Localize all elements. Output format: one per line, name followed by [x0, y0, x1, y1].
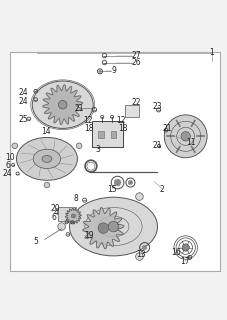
Circle shape	[76, 143, 82, 148]
Text: 1: 1	[209, 48, 214, 57]
Text: 14: 14	[41, 127, 51, 136]
Ellipse shape	[17, 137, 77, 180]
FancyBboxPatch shape	[125, 105, 139, 117]
Circle shape	[44, 182, 50, 188]
Text: 11: 11	[186, 138, 195, 147]
Polygon shape	[83, 207, 124, 249]
Text: 25: 25	[18, 115, 28, 124]
Text: 6: 6	[5, 161, 10, 170]
Circle shape	[136, 253, 143, 260]
FancyBboxPatch shape	[91, 121, 123, 147]
Text: 3: 3	[95, 145, 100, 154]
Circle shape	[98, 223, 109, 233]
Text: 24: 24	[3, 170, 12, 179]
Text: 12: 12	[83, 116, 92, 125]
FancyBboxPatch shape	[98, 131, 104, 138]
Circle shape	[99, 70, 101, 72]
Ellipse shape	[32, 81, 93, 128]
Text: 16: 16	[171, 248, 181, 257]
Text: 20: 20	[50, 204, 60, 213]
FancyBboxPatch shape	[10, 52, 220, 270]
Text: 23: 23	[153, 102, 162, 111]
Circle shape	[181, 132, 190, 141]
Polygon shape	[65, 208, 81, 224]
Circle shape	[142, 245, 147, 250]
FancyBboxPatch shape	[58, 207, 76, 221]
Circle shape	[128, 180, 133, 185]
Text: 21: 21	[75, 104, 84, 113]
Text: 12: 12	[117, 116, 126, 125]
Circle shape	[182, 244, 189, 251]
Text: 22: 22	[131, 98, 141, 107]
Ellipse shape	[42, 156, 52, 162]
Ellipse shape	[69, 197, 158, 256]
Text: 24: 24	[18, 97, 28, 106]
Text: 21: 21	[163, 124, 172, 133]
Text: 18: 18	[118, 124, 127, 133]
Text: 19: 19	[84, 231, 94, 240]
Circle shape	[58, 223, 65, 230]
Ellipse shape	[164, 115, 207, 158]
Text: 18: 18	[84, 124, 94, 133]
Circle shape	[108, 221, 119, 232]
Text: 15: 15	[108, 185, 117, 194]
Circle shape	[136, 193, 143, 200]
Text: 6: 6	[51, 213, 56, 222]
Text: 13: 13	[136, 250, 145, 259]
Text: 2: 2	[160, 185, 164, 194]
Circle shape	[71, 214, 75, 218]
Text: 26: 26	[131, 59, 141, 68]
Circle shape	[12, 143, 17, 148]
Circle shape	[59, 100, 67, 109]
Text: 4: 4	[54, 208, 58, 217]
Text: 21: 21	[153, 141, 162, 150]
Polygon shape	[43, 85, 83, 125]
Text: 27: 27	[131, 51, 141, 60]
Ellipse shape	[33, 149, 61, 169]
Text: 24: 24	[18, 88, 28, 97]
Text: 5: 5	[33, 237, 38, 246]
Text: 10: 10	[5, 153, 15, 162]
Text: 8: 8	[74, 194, 79, 203]
Circle shape	[114, 179, 121, 186]
FancyBboxPatch shape	[111, 131, 116, 138]
Text: 9: 9	[111, 66, 116, 76]
Text: 17: 17	[180, 258, 190, 267]
